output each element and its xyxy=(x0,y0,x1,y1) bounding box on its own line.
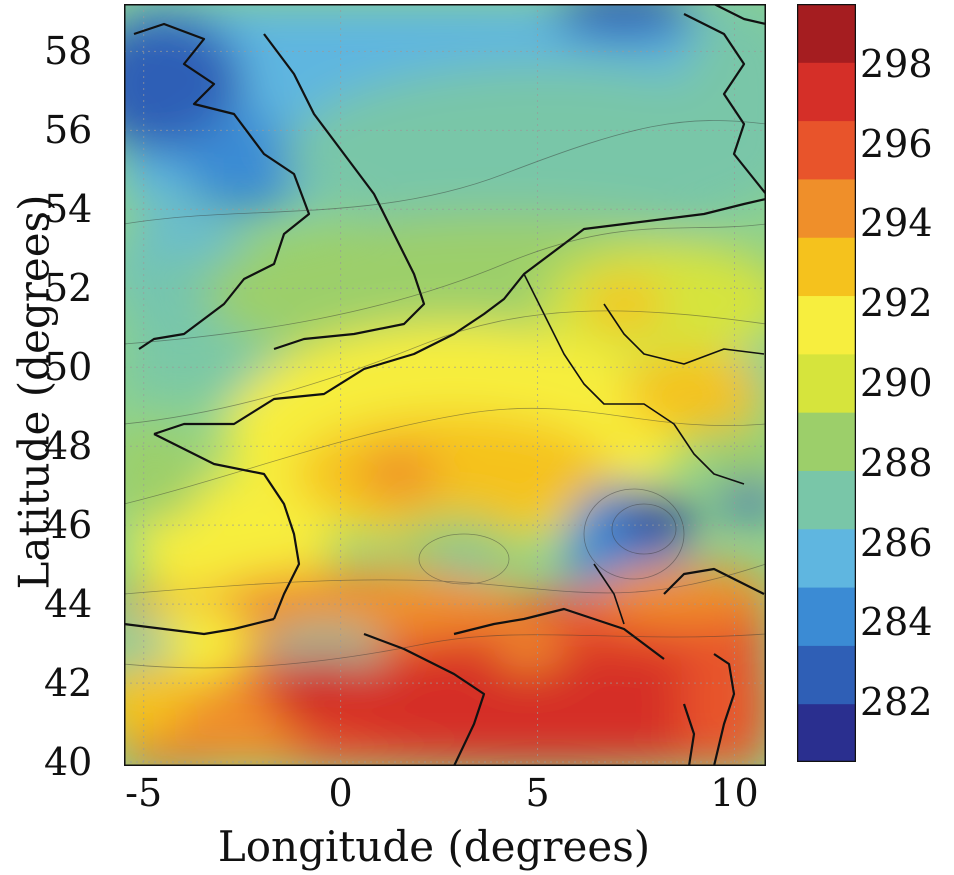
colorbar-tick-label: 282 xyxy=(860,680,933,725)
x-tick-label: -5 xyxy=(125,771,163,815)
colorbar-band xyxy=(797,178,856,238)
y-axis-label: Latitude (degrees) xyxy=(9,194,59,590)
colorbar xyxy=(797,4,856,762)
colorbar-band xyxy=(797,528,856,588)
y-tick-label: 54 xyxy=(44,187,93,232)
x-tick-label: 0 xyxy=(328,771,353,815)
colorbar-tick-label: 296 xyxy=(860,121,933,166)
colorbar-band xyxy=(797,237,856,297)
y-tick-label: 46 xyxy=(44,503,93,548)
colorbar-band xyxy=(797,703,856,762)
colorbar-band xyxy=(797,120,856,180)
y-tick-label: 52 xyxy=(44,266,93,311)
colorbar-tick-label: 288 xyxy=(860,440,933,485)
colorbar-band xyxy=(797,587,856,646)
coastlines xyxy=(124,4,766,766)
colorbar-tick-label: 298 xyxy=(860,41,933,86)
contour-lines xyxy=(124,120,766,669)
colorbar-band xyxy=(797,4,856,63)
y-tick-label: 44 xyxy=(44,582,93,627)
colorbar-band xyxy=(797,412,856,471)
colorbar-tick-label: 286 xyxy=(860,520,933,565)
colorbar-tick-label: 294 xyxy=(860,201,933,246)
colorbar-band xyxy=(797,62,856,122)
map-grid xyxy=(124,4,766,766)
colorbar-band xyxy=(797,470,856,530)
colorbar-band xyxy=(797,645,856,705)
x-tick-label: 5 xyxy=(525,771,550,815)
colorbar-tick-label: 290 xyxy=(860,361,933,405)
colorbar-band xyxy=(797,295,856,355)
x-tick-label: 10 xyxy=(710,771,759,815)
colorbar-band xyxy=(797,353,856,413)
temperature-map xyxy=(124,4,766,766)
colorbar-tick-label: 284 xyxy=(860,600,933,645)
y-tick-label: 40 xyxy=(44,740,93,785)
y-tick-label: 50 xyxy=(44,345,93,390)
y-tick-label: 48 xyxy=(44,424,93,469)
y-tick-label: 42 xyxy=(44,661,93,706)
y-tick-label: 58 xyxy=(44,29,93,74)
colorbar-tick-label: 292 xyxy=(860,281,933,326)
y-tick-label: 56 xyxy=(44,108,93,153)
map-border xyxy=(124,4,766,766)
x-axis-label: Longitude (degrees) xyxy=(217,822,651,871)
temperature-field xyxy=(124,4,766,766)
